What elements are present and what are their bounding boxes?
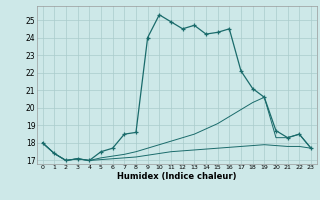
X-axis label: Humidex (Indice chaleur): Humidex (Indice chaleur) [117, 172, 236, 181]
